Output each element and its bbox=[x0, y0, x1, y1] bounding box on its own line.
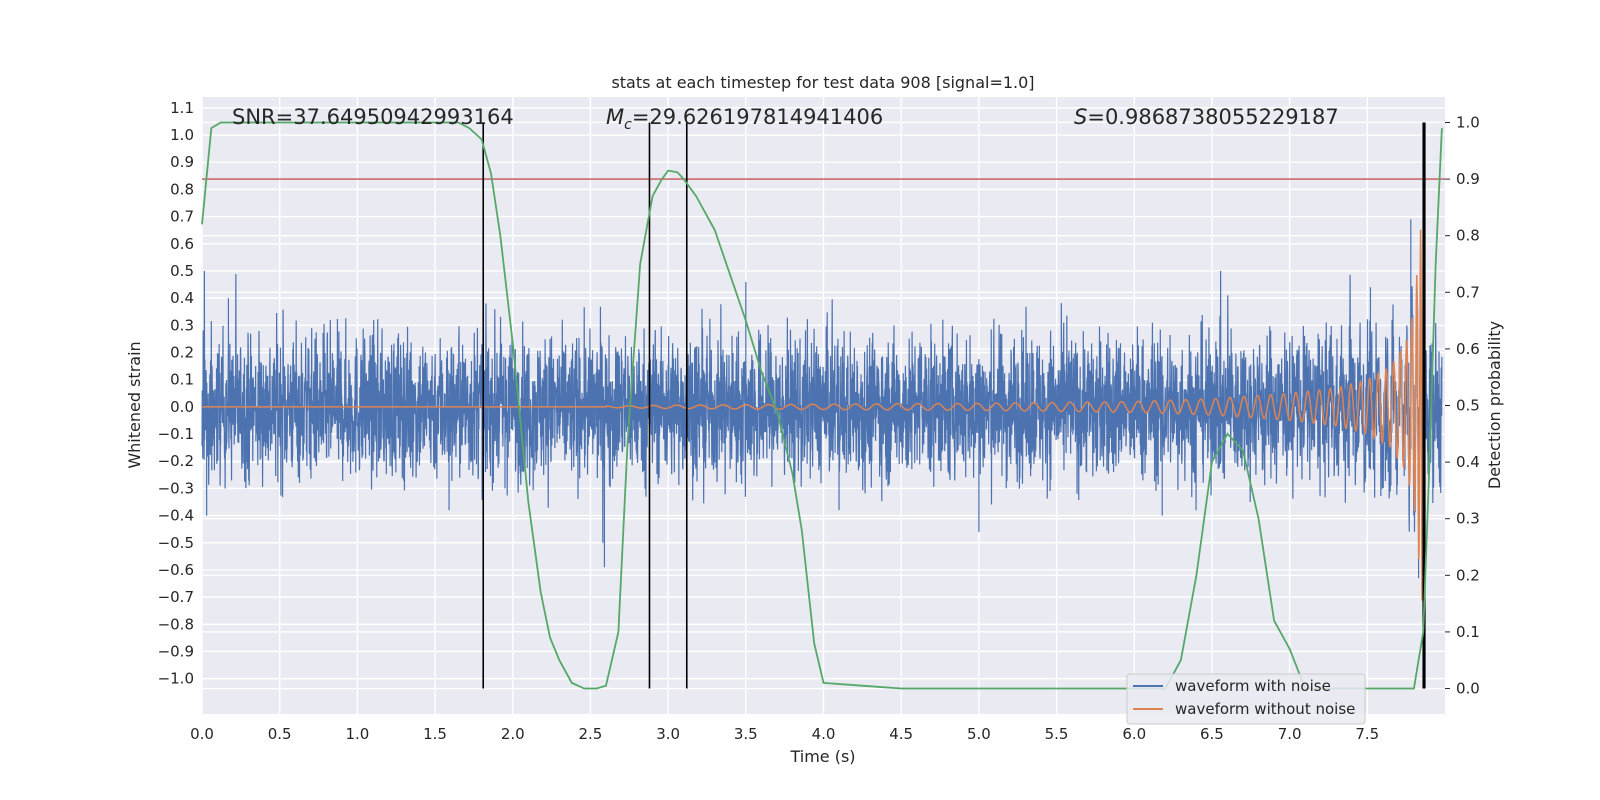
s-statistic-symbol: S bbox=[1074, 105, 1087, 129]
y-left-tick-label: −0.7 bbox=[158, 588, 194, 606]
x-tick-label: 6.5 bbox=[1200, 725, 1224, 743]
y-left-tick-label: −0.2 bbox=[158, 452, 194, 470]
y-left-tick-label: −0.1 bbox=[158, 425, 194, 443]
x-tick-label: 2.5 bbox=[579, 725, 603, 743]
y-left-tick-label: −0.3 bbox=[158, 479, 194, 497]
y-left-tick-label: 0.2 bbox=[170, 343, 194, 361]
y-right-tick-label: 0.8 bbox=[1456, 227, 1480, 245]
snr-annotation: SNR=37.64950942993164 bbox=[232, 105, 514, 129]
legend-box bbox=[1126, 673, 1366, 725]
x-tick-label: 7.0 bbox=[1278, 725, 1302, 743]
legend-label-clean: waveform without noise bbox=[1175, 700, 1355, 718]
chirp-mass-annotation: Mc=29.626197814941406 bbox=[606, 105, 883, 133]
chart-title: stats at each timestep for test data 908… bbox=[611, 73, 1034, 92]
x-tick-label: 4.0 bbox=[812, 725, 836, 743]
chirp-mass-subscript: c bbox=[624, 117, 632, 133]
series-line-probability bbox=[201, 121, 1443, 690]
y-right-tick-label: 0.2 bbox=[1456, 566, 1480, 584]
series-line-noise bbox=[201, 219, 1443, 579]
y-left-tick-label: 0.3 bbox=[170, 316, 194, 334]
x-tick-label: 4.5 bbox=[889, 725, 913, 743]
y-left-tick-label: 1.1 bbox=[170, 99, 194, 117]
x-tick-label: 0.0 bbox=[190, 725, 214, 743]
y-right-tick-label: 0.4 bbox=[1456, 453, 1480, 471]
x-tick-label: 7.5 bbox=[1355, 725, 1379, 743]
chirp-mass-value: =29.626197814941406 bbox=[632, 105, 883, 129]
y-left-tick-label: 0.8 bbox=[170, 180, 194, 198]
y-right-tick-label: 1.0 bbox=[1456, 113, 1480, 131]
chirp-mass-symbol: M bbox=[606, 105, 624, 129]
y-left-axis-label: Whitened strain bbox=[125, 341, 144, 468]
legend: waveform with noise waveform without noi… bbox=[1126, 673, 1366, 725]
x-tick-label: 3.5 bbox=[734, 725, 758, 743]
x-tick-label: 6.0 bbox=[1122, 725, 1146, 743]
y-left-tick-label: 0.5 bbox=[170, 262, 194, 280]
y-left-tick-label: 0.9 bbox=[170, 153, 194, 171]
y-right-tick-label: 0.5 bbox=[1456, 397, 1480, 415]
y-left-tick-label: −0.8 bbox=[158, 615, 194, 633]
y-left-tick-label: −0.5 bbox=[158, 534, 194, 552]
x-tick-label: 0.5 bbox=[268, 725, 292, 743]
y-left-tick-label: 0.4 bbox=[170, 289, 194, 307]
x-tick-label: 5.5 bbox=[1045, 725, 1069, 743]
y-left-tick-label: −0.6 bbox=[158, 561, 194, 579]
y-right-tick-label: 0.3 bbox=[1456, 510, 1480, 528]
y-left-tick-label: −0.4 bbox=[158, 507, 194, 525]
y-right-tick-label: 0.0 bbox=[1456, 680, 1480, 698]
y-right-tick-labels: 1.0 0.9 0.8 0.7 0.6 0.5 0.4 0.3 0.2 0.1 0.0 bbox=[1456, 113, 1480, 697]
y-left-tick-label: 0.7 bbox=[170, 208, 194, 226]
legend-label-noise: waveform with noise bbox=[1175, 677, 1331, 695]
x-tick-label: 2.0 bbox=[501, 725, 525, 743]
y-left-tick-label: −1.0 bbox=[158, 670, 194, 688]
series-line-clean bbox=[202, 218, 1426, 601]
y-left-tick-label: 0.1 bbox=[170, 371, 194, 389]
s-statistic-annotation: S=0.9868738055229187 bbox=[1074, 105, 1339, 129]
s-statistic-value: =0.9868738055229187 bbox=[1087, 105, 1338, 129]
x-tick-labels: 0.0 0.5 1.0 1.5 2.0 2.5 3.0 3.5 4.0 4.5 5.0 5.5 6.0 6… bbox=[190, 725, 1379, 743]
y-right-tick-label: 0.1 bbox=[1456, 623, 1480, 641]
y-left-tick-label: 0.6 bbox=[170, 235, 194, 253]
x-tick-label: 5.0 bbox=[967, 725, 991, 743]
x-tick-label: 1.5 bbox=[423, 725, 447, 743]
y-left-tick-label: −0.9 bbox=[158, 642, 194, 660]
y-right-tick-label: 0.7 bbox=[1456, 283, 1480, 301]
x-tick-label: 1.0 bbox=[345, 725, 369, 743]
y-left-tick-label: 1.0 bbox=[170, 126, 194, 144]
y-right-axis-label: Detection probability bbox=[1485, 321, 1504, 489]
y-right-tick-label: 0.6 bbox=[1456, 340, 1480, 358]
y-left-tick-labels: 1.1 1.0 0.9 0.8 0.7 0.6 0.5 0.4 0.3 0.2 0.1 0.0 −0.1… bbox=[158, 99, 194, 688]
y-left-tick-label: 0.0 bbox=[170, 398, 194, 416]
x-tick-label: 3.0 bbox=[656, 725, 680, 743]
y-right-tick-label: 0.9 bbox=[1456, 170, 1480, 188]
x-axis-label: Time (s) bbox=[789, 747, 855, 766]
data-series bbox=[201, 121, 1445, 690]
